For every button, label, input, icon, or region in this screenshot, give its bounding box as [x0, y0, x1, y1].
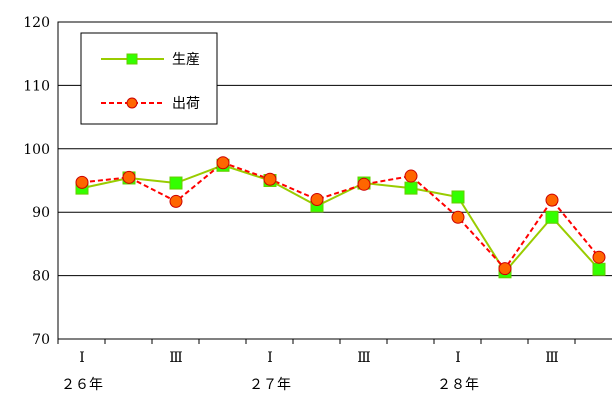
- x-tick-label: Ⅲ: [169, 350, 183, 366]
- legend: 生産 出荷: [80, 32, 218, 125]
- y-tick-label: 100: [23, 142, 50, 158]
- plot-area: [57, 21, 612, 340]
- y-tick-label: 110: [23, 78, 50, 94]
- data-point-square: [592, 262, 606, 276]
- data-point-square: [169, 176, 183, 190]
- series-line-0: [81, 164, 600, 274]
- y-tick-label: 80: [32, 269, 50, 285]
- data-point-circle: [545, 193, 559, 207]
- legend-marker-production: [126, 53, 138, 65]
- data-point-circle: [404, 169, 418, 183]
- series: [75, 156, 606, 279]
- data-point-circle: [263, 172, 277, 186]
- y-tick-label: 90: [32, 205, 50, 221]
- data-point-circle: [592, 250, 606, 264]
- x-year-label: ２７年: [249, 377, 291, 393]
- axes: 70 80 90 100 110 120 Ⅰ Ⅲ Ⅰ Ⅲ Ⅰ Ⅲ ２６年 ２７年 ２８年: [23, 15, 576, 393]
- data-point-circle: [357, 177, 371, 191]
- x-tick-label: Ⅲ: [357, 350, 371, 366]
- series-line-1: [81, 161, 600, 271]
- data-point-circle: [169, 194, 183, 208]
- x-tick-label: Ⅰ: [267, 350, 273, 366]
- data-point-circle: [310, 193, 324, 207]
- y-tick-label: 120: [23, 15, 50, 31]
- data-point-square: [451, 190, 465, 204]
- data-point-square: [404, 181, 418, 195]
- legend-marker-shipment: [126, 97, 138, 109]
- x-year-label: ２６年: [61, 377, 103, 393]
- x-tick-label: Ⅰ: [79, 350, 85, 366]
- data-point-circle: [75, 175, 89, 189]
- x-tick-label: Ⅰ: [455, 350, 461, 366]
- data-point-circle: [122, 170, 136, 184]
- legend-label-shipment: 出荷: [172, 96, 200, 112]
- data-point-circle: [451, 210, 465, 224]
- legend-label-production: 生産: [172, 52, 200, 68]
- x-year-label: ２８年: [437, 377, 479, 393]
- data-point-circle: [498, 262, 512, 276]
- data-point-square: [545, 210, 559, 224]
- x-tick-label: Ⅲ: [545, 350, 559, 366]
- legend-box: [80, 32, 218, 125]
- data-point-circle: [216, 156, 230, 170]
- y-tick-label: 70: [32, 332, 50, 348]
